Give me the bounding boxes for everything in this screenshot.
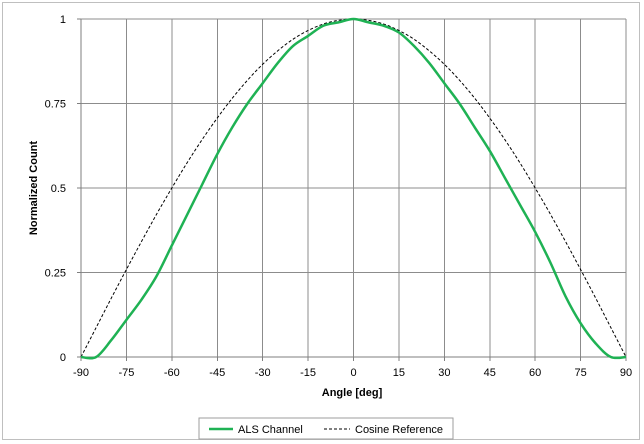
chart-frame: [2, 2, 640, 440]
legend-label-als-channel: ALS Channel: [238, 424, 303, 436]
x-axis-title: Angle [deg]: [322, 387, 383, 399]
x-tick-label: -45: [209, 367, 225, 379]
x-tick-label: -60: [164, 367, 180, 379]
x-tick-label: 45: [484, 367, 496, 379]
series-line-cosine-reference: [80, 18, 627, 358]
x-tick-label: -90: [73, 367, 89, 379]
y-tick-label: 0.5: [51, 183, 66, 195]
x-tick-label: -15: [300, 367, 316, 379]
axes: [77, 18, 627, 361]
legend-label-cosine-reference: Cosine Reference: [355, 424, 443, 436]
x-tick-label: 90: [620, 367, 632, 379]
y-axis-title: Normalized Count: [28, 141, 40, 235]
grid-lines: [81, 18, 627, 357]
x-tick-label: 60: [529, 367, 541, 379]
series-line-als-channel: [80, 17, 627, 360]
series-lines: [80, 17, 627, 360]
y-tick-label: 0: [60, 352, 66, 364]
y-tick-label: 0.25: [45, 268, 66, 280]
x-tick-label: 75: [574, 367, 586, 379]
y-tick-label: 0.75: [45, 99, 66, 111]
x-tick-label: 30: [438, 367, 450, 379]
y-tick-label: 1: [60, 14, 66, 26]
x-tick-labels: -90 -75 -60 -45 -30 -15 0 15 30 45 60 75 90: [73, 367, 632, 379]
y-tick-labels: 0 0.25 0.5 0.75 1: [45, 14, 66, 364]
x-tick-label: -30: [255, 367, 271, 379]
x-tick-label: 15: [393, 367, 405, 379]
x-tick-label: -75: [118, 367, 134, 379]
x-tick-label: 0: [350, 367, 356, 379]
legend: ALS Channel Cosine Reference: [198, 417, 454, 440]
